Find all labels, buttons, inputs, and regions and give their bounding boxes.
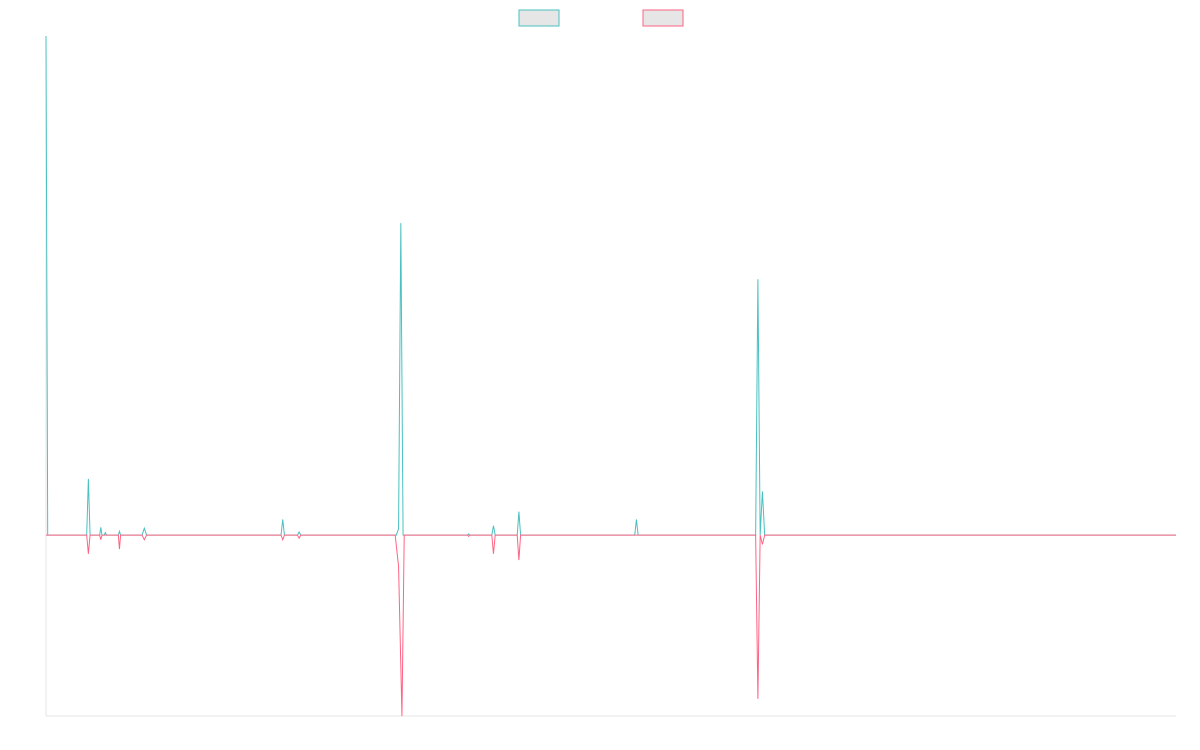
- series-line-1: [45, 35, 1176, 536]
- legend: [518, 9, 684, 27]
- legend-swatch-1[interactable]: [518, 9, 560, 27]
- legend-swatch-2[interactable]: [642, 9, 684, 27]
- series-group: [45, 35, 1176, 717]
- series-line-2: [46, 534, 1176, 717]
